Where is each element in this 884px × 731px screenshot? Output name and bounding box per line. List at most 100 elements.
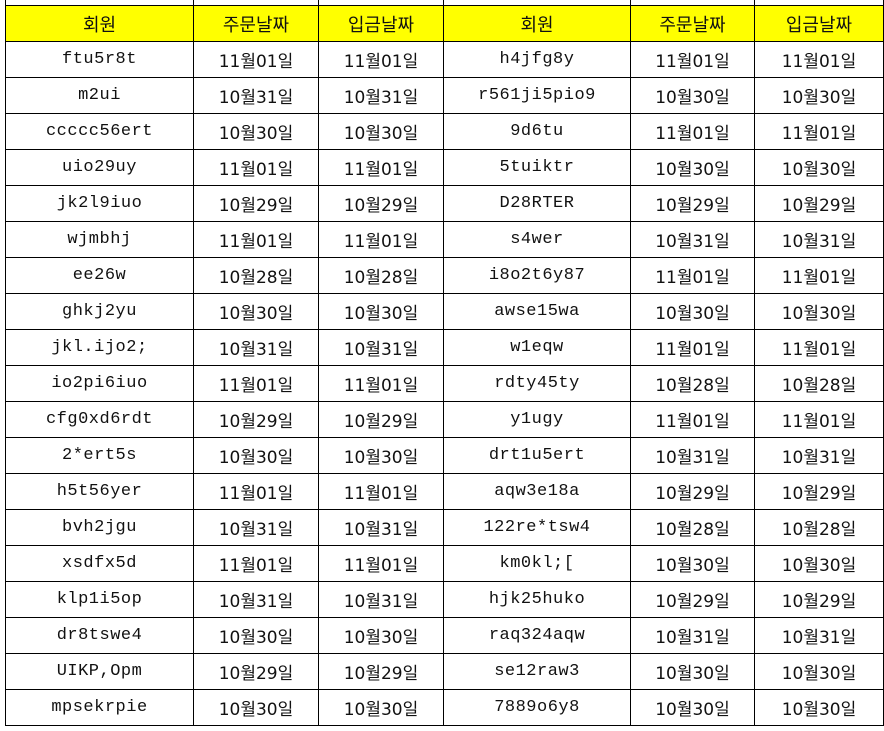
cell-member[interactable]: io2pi6iuo — [5, 365, 194, 402]
cell-payment-date[interactable]: 10월30일 — [754, 149, 884, 186]
cell-member[interactable]: drt1u5ert — [443, 437, 631, 474]
cell-payment-date[interactable]: 11월01일 — [754, 329, 884, 366]
cell-member[interactable]: aqw3e18a — [443, 473, 631, 510]
cell-member[interactable]: rdty45ty — [443, 365, 631, 402]
cell-order-date[interactable]: 10월29일 — [193, 401, 319, 438]
cell-member[interactable]: D28RTER — [443, 185, 631, 222]
cell-member[interactable]: ghkj2yu — [5, 293, 194, 330]
cell-payment-date[interactable]: 11월01일 — [318, 221, 444, 258]
cell-member[interactable]: 122re*tsw4 — [443, 509, 631, 546]
cell-order-date[interactable]: 10월31일 — [193, 509, 319, 546]
cell-payment-date[interactable]: 10월29일 — [318, 185, 444, 222]
cell-payment-date[interactable]: 11월01일 — [318, 473, 444, 510]
cell-payment-date[interactable]: 10월30일 — [754, 77, 884, 114]
cell-payment-date[interactable]: 11월01일 — [754, 257, 884, 294]
header-cell-payment-date[interactable]: 입금날짜 — [318, 5, 444, 42]
cell-member[interactable]: ftu5r8t — [5, 41, 194, 78]
cell-payment-date[interactable]: 10월30일 — [754, 545, 884, 582]
cell-payment-date[interactable]: 10월30일 — [318, 689, 444, 726]
cell-payment-date[interactable]: 10월30일 — [318, 437, 444, 474]
cell-member[interactable]: bvh2jgu — [5, 509, 194, 546]
cell-order-date[interactable]: 10월29일 — [193, 185, 319, 222]
cell-member[interactable]: km0kl;[ — [443, 545, 631, 582]
cell-member[interactable]: ccccc56ert — [5, 113, 194, 150]
cell-payment-date[interactable]: 10월31일 — [318, 581, 444, 618]
cell-member[interactable]: mpsekrpie — [5, 689, 194, 726]
cell-payment-date[interactable]: 11월01일 — [318, 545, 444, 582]
cell-payment-date[interactable]: 10월31일 — [318, 77, 444, 114]
cell-order-date[interactable]: 10월28일 — [630, 509, 755, 546]
cell-member[interactable]: i8o2t6y87 — [443, 257, 631, 294]
cell-order-date[interactable]: 10월30일 — [630, 149, 755, 186]
cell-member[interactable]: jkl.ijo2; — [5, 329, 194, 366]
cell-payment-date[interactable]: 10월30일 — [754, 689, 884, 726]
cell-member[interactable]: UIKP,Opm — [5, 653, 194, 690]
header-cell-member[interactable]: 회원 — [5, 5, 194, 42]
cell-order-date[interactable]: 11월01일 — [630, 41, 755, 78]
cell-payment-date[interactable]: 11월01일 — [318, 149, 444, 186]
cell-order-date[interactable]: 10월30일 — [193, 689, 319, 726]
cell-payment-date[interactable]: 10월30일 — [754, 653, 884, 690]
cell-order-date[interactable]: 10월30일 — [193, 617, 319, 654]
cell-order-date[interactable]: 10월31일 — [630, 221, 755, 258]
cell-member[interactable]: klp1i5op — [5, 581, 194, 618]
cell-member[interactable]: 2*ert5s — [5, 437, 194, 474]
cell-payment-date[interactable]: 10월31일 — [754, 221, 884, 258]
cell-order-date[interactable]: 10월31일 — [193, 77, 319, 114]
cell-member[interactable]: raq324aqw — [443, 617, 631, 654]
cell-order-date[interactable]: 11월01일 — [193, 149, 319, 186]
cell-member[interactable]: m2ui — [5, 77, 194, 114]
cell-member[interactable]: jk2l9iuo — [5, 185, 194, 222]
cell-member[interactable]: uio29uy — [5, 149, 194, 186]
cell-member[interactable]: se12raw3 — [443, 653, 631, 690]
cell-payment-date[interactable]: 10월29일 — [754, 581, 884, 618]
cell-payment-date[interactable]: 10월31일 — [754, 437, 884, 474]
cell-order-date[interactable]: 10월30일 — [630, 689, 755, 726]
cell-payment-date[interactable]: 10월31일 — [754, 617, 884, 654]
cell-order-date[interactable]: 11월01일 — [193, 221, 319, 258]
cell-payment-date[interactable]: 10월31일 — [318, 509, 444, 546]
cell-payment-date[interactable]: 11월01일 — [318, 41, 444, 78]
cell-order-date[interactable]: 10월30일 — [630, 653, 755, 690]
cell-payment-date[interactable]: 10월28일 — [318, 257, 444, 294]
cell-order-date[interactable]: 11월01일 — [630, 257, 755, 294]
cell-member[interactable]: 5tuiktr — [443, 149, 631, 186]
cell-order-date[interactable]: 10월29일 — [630, 581, 755, 618]
cell-order-date[interactable]: 10월31일 — [630, 437, 755, 474]
cell-order-date[interactable]: 10월28일 — [630, 365, 755, 402]
cell-member[interactable]: s4wer — [443, 221, 631, 258]
cell-member[interactable]: w1eqw — [443, 329, 631, 366]
cell-payment-date[interactable]: 10월29일 — [754, 473, 884, 510]
cell-order-date[interactable]: 10월30일 — [193, 293, 319, 330]
cell-order-date[interactable]: 10월30일 — [193, 113, 319, 150]
cell-order-date[interactable]: 10월29일 — [193, 653, 319, 690]
cell-member[interactable]: 7889o6y8 — [443, 689, 631, 726]
cell-order-date[interactable]: 10월29일 — [630, 185, 755, 222]
cell-order-date[interactable]: 10월30일 — [630, 77, 755, 114]
cell-member[interactable]: hjk25huko — [443, 581, 631, 618]
cell-order-date[interactable]: 10월31일 — [193, 581, 319, 618]
cell-payment-date[interactable]: 10월31일 — [318, 329, 444, 366]
cell-member[interactable]: wjmbhj — [5, 221, 194, 258]
cell-payment-date[interactable]: 10월30일 — [754, 293, 884, 330]
cell-order-date[interactable]: 11월01일 — [630, 401, 755, 438]
cell-order-date[interactable]: 11월01일 — [193, 545, 319, 582]
cell-member[interactable]: xsdfx5d — [5, 545, 194, 582]
cell-order-date[interactable]: 11월01일 — [193, 41, 319, 78]
cell-order-date[interactable]: 10월30일 — [193, 437, 319, 474]
cell-payment-date[interactable]: 10월29일 — [318, 401, 444, 438]
cell-payment-date[interactable]: 10월30일 — [318, 113, 444, 150]
header-cell-payment-date[interactable]: 입금날짜 — [754, 5, 884, 42]
cell-order-date[interactable]: 10월30일 — [630, 545, 755, 582]
cell-payment-date[interactable]: 11월01일 — [754, 113, 884, 150]
cell-order-date[interactable]: 10월31일 — [630, 617, 755, 654]
cell-member[interactable]: 9d6tu — [443, 113, 631, 150]
cell-order-date[interactable]: 10월28일 — [193, 257, 319, 294]
header-cell-member[interactable]: 회원 — [443, 5, 631, 42]
cell-payment-date[interactable]: 10월30일 — [318, 293, 444, 330]
cell-payment-date[interactable]: 10월28일 — [754, 365, 884, 402]
cell-member[interactable]: h5t56yer — [5, 473, 194, 510]
cell-member[interactable]: awse15wa — [443, 293, 631, 330]
cell-order-date[interactable]: 10월29일 — [630, 473, 755, 510]
cell-member[interactable]: dr8tswe4 — [5, 617, 194, 654]
